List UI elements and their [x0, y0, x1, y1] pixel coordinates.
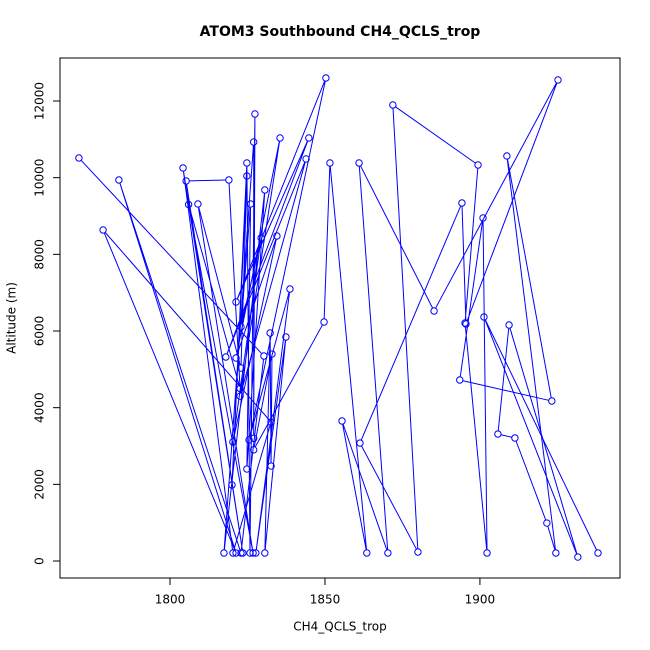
- data-point: [511, 434, 519, 442]
- data-point: [115, 176, 123, 184]
- data-point: [99, 226, 107, 234]
- data-point: [302, 155, 310, 163]
- data-point: [260, 352, 268, 360]
- data-point: [267, 462, 275, 470]
- data-point: [237, 364, 245, 372]
- data-point: [266, 329, 274, 337]
- data-point: [326, 159, 334, 167]
- data-point: [75, 154, 83, 162]
- data-point: [245, 436, 253, 444]
- y-tick-label: 4000: [33, 392, 47, 423]
- data-point: [249, 549, 257, 557]
- data-point: [261, 549, 269, 557]
- data-point: [552, 549, 560, 557]
- data-point: [320, 318, 328, 326]
- data-point: [249, 138, 258, 146]
- y-tick-label: 2000: [33, 469, 47, 500]
- data-point: [414, 548, 422, 556]
- data-point: [220, 549, 228, 557]
- data-point: [474, 161, 482, 169]
- data-point: [179, 164, 187, 172]
- x-tick-label: 1850: [310, 593, 341, 607]
- data-point: [237, 323, 245, 331]
- data-point: [184, 200, 193, 209]
- data-point: [554, 76, 562, 84]
- data-point: [305, 134, 313, 142]
- data-point: [243, 465, 251, 473]
- data-point: [503, 152, 511, 160]
- data-point: [257, 234, 265, 242]
- data-point: [456, 376, 464, 384]
- data-point: [286, 285, 294, 293]
- data-point: [384, 549, 392, 557]
- data-point: [273, 232, 281, 240]
- data-line: [80, 80, 598, 555]
- data-point: [479, 214, 487, 222]
- data-point: [239, 549, 247, 557]
- data-point: [461, 319, 469, 327]
- data-point: [483, 549, 491, 557]
- data-point: [243, 172, 251, 180]
- y-tick-label: 12000: [33, 82, 47, 120]
- data-point: [261, 186, 269, 194]
- data-point: [594, 549, 602, 557]
- x-tick-label: 1900: [465, 593, 496, 607]
- x-tick-label: 1800: [155, 593, 186, 607]
- data-point: [236, 384, 244, 393]
- data-point: [462, 320, 470, 328]
- data-point: [252, 549, 260, 557]
- data-point: [229, 438, 237, 446]
- y-tick-label: 10000: [33, 159, 47, 197]
- chart-title: ATOM3 Southbound CH4_QCLS_trop: [200, 24, 481, 40]
- data-point: [225, 176, 233, 184]
- data-point: [543, 519, 551, 527]
- data-point: [494, 430, 502, 438]
- data-point: [229, 549, 237, 557]
- data-point: [505, 321, 513, 329]
- data-point: [574, 553, 582, 561]
- data-point: [249, 446, 258, 454]
- data-point: [480, 313, 488, 321]
- data-point: [237, 549, 245, 557]
- data-point: [355, 159, 363, 167]
- data-point: [232, 298, 240, 306]
- data-point: [182, 177, 190, 185]
- data-point: [222, 353, 230, 361]
- data-point: [430, 307, 438, 315]
- data-point: [548, 397, 556, 405]
- y-tick-label: 8000: [33, 239, 47, 270]
- data-point: [246, 200, 255, 208]
- data-point: [251, 110, 259, 118]
- data-point: [389, 101, 397, 109]
- y-tick-label: 0: [33, 557, 47, 565]
- data-point: [458, 199, 466, 207]
- data-point: [356, 439, 364, 447]
- data-point: [338, 417, 346, 425]
- data-point: [282, 333, 290, 341]
- x-axis-label: CH4_QCLS_trop: [293, 620, 387, 634]
- data-point: [363, 549, 371, 557]
- data-point: [246, 549, 254, 557]
- data-point: [243, 159, 251, 167]
- y-tick-label: 6000: [33, 316, 47, 347]
- data-point: [249, 434, 258, 443]
- y-axis-label: Altitude (m): [5, 282, 19, 354]
- data-point: [268, 350, 276, 358]
- data-point: [232, 354, 240, 362]
- data-point: [322, 74, 330, 82]
- data-point: [236, 392, 244, 400]
- data-point: [267, 418, 275, 426]
- data-point: [276, 134, 284, 142]
- data-point: [228, 481, 236, 489]
- data-point: [194, 200, 202, 208]
